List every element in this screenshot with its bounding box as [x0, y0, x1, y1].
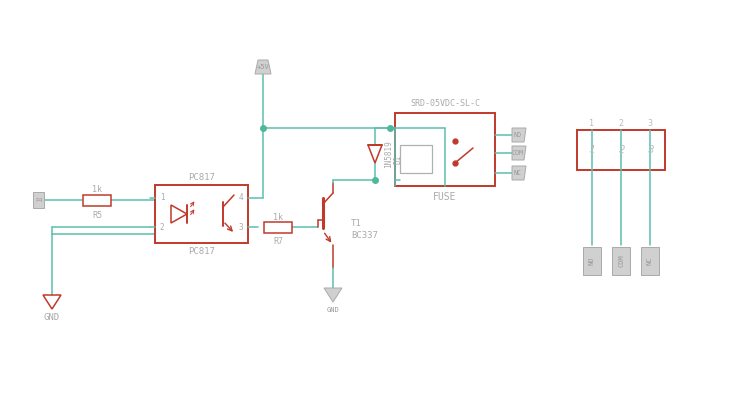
Text: COM: COM: [618, 255, 624, 267]
Text: NC: NC: [514, 170, 522, 176]
Bar: [577, 130, 665, 170]
Text: NO: NO: [514, 132, 522, 138]
Text: BC337: BC337: [351, 230, 378, 239]
Text: FUSE: FUSE: [433, 192, 457, 202]
Polygon shape: [33, 192, 44, 208]
Polygon shape: [641, 247, 659, 275]
Text: 1k: 1k: [273, 213, 283, 222]
Text: COM: COM: [512, 150, 524, 156]
Text: NO: NO: [589, 257, 595, 265]
Bar: [155, 185, 248, 243]
Text: P4: P4: [36, 198, 43, 202]
Text: 1: 1: [160, 194, 164, 202]
Text: GND: GND: [326, 307, 340, 313]
Polygon shape: [324, 288, 342, 302]
Bar: [83, 194, 111, 205]
Text: 2: 2: [616, 144, 625, 156]
Polygon shape: [512, 128, 526, 142]
Text: SRD-05VDC-SL-C: SRD-05VDC-SL-C: [410, 100, 480, 109]
Polygon shape: [612, 247, 630, 275]
Text: 3: 3: [239, 222, 243, 232]
Text: PC817: PC817: [188, 173, 215, 183]
Text: 2: 2: [619, 119, 624, 128]
Text: R7: R7: [273, 237, 283, 245]
Text: NC: NC: [647, 257, 653, 265]
Text: 3: 3: [648, 119, 653, 128]
Text: 1N5819: 1N5819: [385, 140, 394, 168]
Bar: [264, 222, 292, 232]
Text: 2: 2: [160, 222, 164, 232]
Bar: [395, 113, 495, 186]
Text: +5V: +5V: [257, 64, 269, 70]
Polygon shape: [512, 146, 526, 160]
Text: 4: 4: [239, 194, 243, 202]
Text: GND: GND: [44, 313, 60, 322]
Bar: [400, 145, 432, 173]
Text: D1: D1: [394, 154, 403, 164]
Polygon shape: [512, 166, 526, 180]
Text: PC817: PC817: [188, 247, 215, 256]
Text: 1k: 1k: [92, 185, 102, 194]
Polygon shape: [583, 247, 601, 275]
Text: 1: 1: [588, 144, 596, 156]
Text: R5: R5: [92, 211, 102, 220]
Text: 3: 3: [646, 144, 654, 156]
Polygon shape: [255, 60, 271, 74]
Text: T1: T1: [351, 219, 362, 228]
Text: 1: 1: [590, 119, 594, 128]
